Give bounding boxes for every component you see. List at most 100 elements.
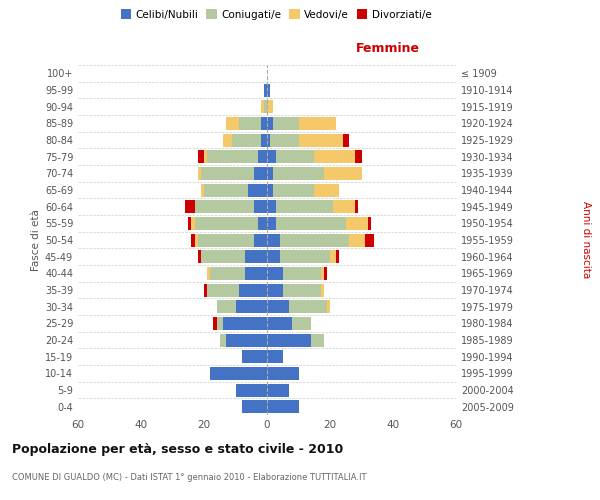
Bar [320, 284, 324, 296]
Bar [191, 217, 194, 230]
Bar [267, 317, 292, 330]
Bar [274, 117, 299, 130]
Bar [267, 350, 283, 363]
Bar [280, 234, 349, 246]
Bar [280, 250, 330, 263]
Bar [327, 300, 330, 313]
Bar [267, 384, 289, 396]
Legend: Celibi/Nubili, Coniugati/e, Vedovi/e, Divorziati/e: Celibi/Nubili, Coniugati/e, Vedovi/e, Di… [116, 5, 436, 24]
Bar [267, 234, 280, 246]
Bar [201, 250, 245, 263]
Bar [267, 200, 277, 213]
Bar [267, 284, 283, 296]
Bar [267, 367, 299, 380]
Bar [349, 234, 365, 246]
Bar [198, 250, 201, 263]
Bar [260, 134, 267, 146]
Bar [239, 117, 260, 130]
Bar [333, 200, 355, 213]
Bar [289, 300, 327, 313]
Bar [242, 350, 267, 363]
Bar [267, 167, 274, 180]
Bar [267, 100, 274, 113]
Bar [254, 167, 267, 180]
Text: Popolazione per età, sesso e stato civile - 2010: Popolazione per età, sesso e stato civil… [12, 442, 343, 456]
Bar [207, 284, 239, 296]
Bar [260, 117, 267, 130]
Bar [207, 267, 211, 280]
Bar [254, 200, 267, 213]
Bar [254, 234, 267, 246]
Bar [214, 317, 217, 330]
Bar [235, 300, 267, 313]
Text: Femmine: Femmine [356, 42, 420, 54]
Bar [314, 184, 340, 196]
Bar [194, 234, 198, 246]
Bar [207, 150, 257, 163]
Bar [283, 284, 320, 296]
Bar [198, 167, 201, 180]
Bar [194, 200, 254, 213]
Bar [320, 267, 324, 280]
Bar [194, 217, 257, 230]
Bar [242, 400, 267, 413]
Bar [217, 300, 235, 313]
Bar [210, 267, 245, 280]
Bar [267, 300, 289, 313]
Bar [368, 217, 371, 230]
Bar [264, 84, 267, 96]
Bar [204, 150, 207, 163]
Bar [355, 200, 358, 213]
Bar [267, 250, 280, 263]
Bar [270, 134, 299, 146]
Bar [267, 117, 274, 130]
Bar [198, 234, 254, 246]
Bar [248, 184, 267, 196]
Bar [267, 84, 270, 96]
Bar [226, 334, 267, 346]
Text: COMUNE DI GUALDO (MC) - Dati ISTAT 1° gennaio 2010 - Elaborazione TUTTITALIA.IT: COMUNE DI GUALDO (MC) - Dati ISTAT 1° ge… [12, 472, 367, 482]
Bar [299, 134, 343, 146]
Bar [223, 134, 232, 146]
Bar [277, 200, 333, 213]
Bar [337, 250, 340, 263]
Bar [292, 317, 311, 330]
Bar [257, 217, 267, 230]
Y-axis label: Anni di nascita: Anni di nascita [581, 202, 591, 278]
Bar [267, 400, 299, 413]
Bar [217, 317, 223, 330]
Bar [299, 117, 337, 130]
Bar [211, 367, 267, 380]
Bar [245, 267, 267, 280]
Bar [330, 250, 337, 263]
Bar [185, 200, 194, 213]
Bar [274, 167, 324, 180]
Bar [264, 100, 267, 113]
Bar [346, 217, 368, 230]
Bar [201, 167, 254, 180]
Bar [311, 334, 324, 346]
Bar [204, 284, 207, 296]
Y-axis label: Fasce di età: Fasce di età [31, 209, 41, 271]
Bar [283, 267, 320, 280]
Bar [267, 150, 277, 163]
Bar [314, 150, 355, 163]
Bar [232, 134, 260, 146]
Bar [220, 334, 226, 346]
Bar [245, 250, 267, 263]
Bar [235, 384, 267, 396]
Bar [239, 284, 267, 296]
Bar [267, 267, 283, 280]
Bar [267, 217, 277, 230]
Bar [274, 184, 314, 196]
Bar [277, 150, 314, 163]
Bar [267, 134, 270, 146]
Bar [223, 317, 267, 330]
Bar [267, 184, 274, 196]
Bar [188, 217, 191, 230]
Bar [277, 217, 346, 230]
Bar [267, 334, 311, 346]
Bar [324, 167, 361, 180]
Bar [343, 134, 349, 146]
Bar [201, 184, 204, 196]
